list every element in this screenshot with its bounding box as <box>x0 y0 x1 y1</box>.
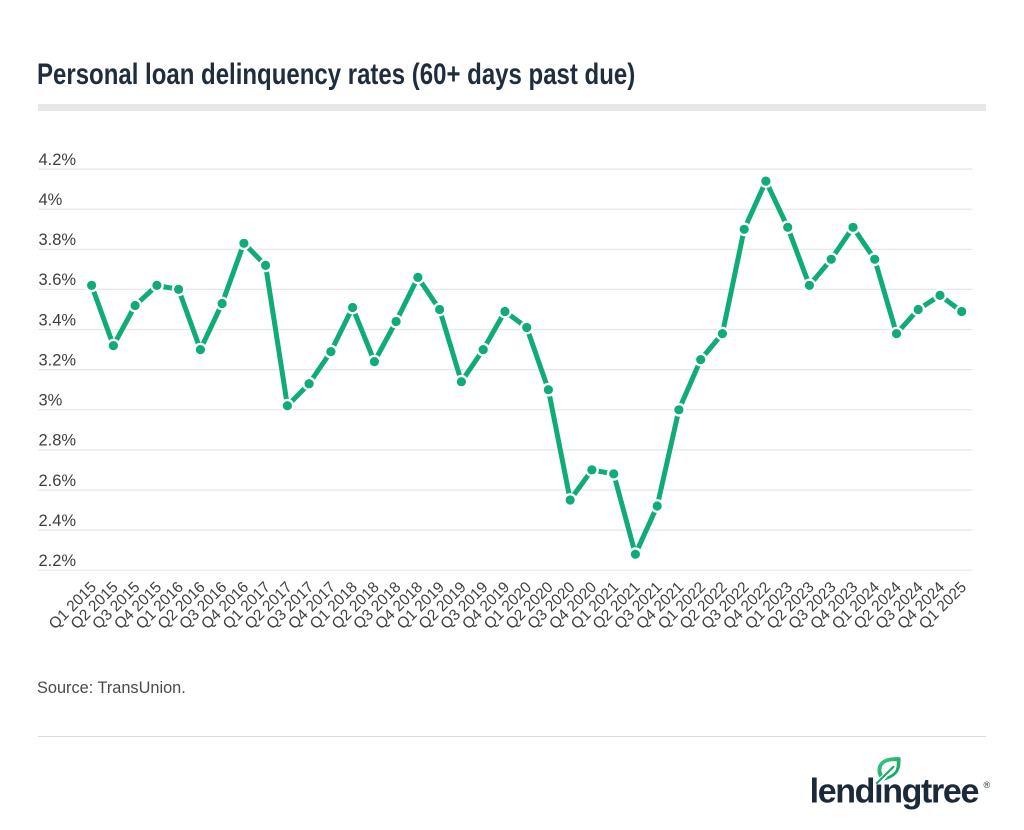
svg-text:3.8%: 3.8% <box>39 231 77 249</box>
svg-text:2.2%: 2.2% <box>39 552 77 570</box>
svg-text:4%: 4% <box>39 191 63 209</box>
svg-text:2.4%: 2.4% <box>39 512 77 530</box>
svg-text:3%: 3% <box>39 392 63 410</box>
svg-text:2.6%: 2.6% <box>39 472 77 490</box>
svg-text:3.6%: 3.6% <box>39 271 77 289</box>
svg-text:®: ® <box>984 780 991 790</box>
svg-text:3.2%: 3.2% <box>39 351 77 369</box>
svg-text:2.8%: 2.8% <box>39 432 77 450</box>
svg-text:3.4%: 3.4% <box>39 311 77 329</box>
svg-text:lendıngtree: lendıngtree <box>810 772 978 810</box>
svg-text:4.2%: 4.2% <box>39 151 77 169</box>
